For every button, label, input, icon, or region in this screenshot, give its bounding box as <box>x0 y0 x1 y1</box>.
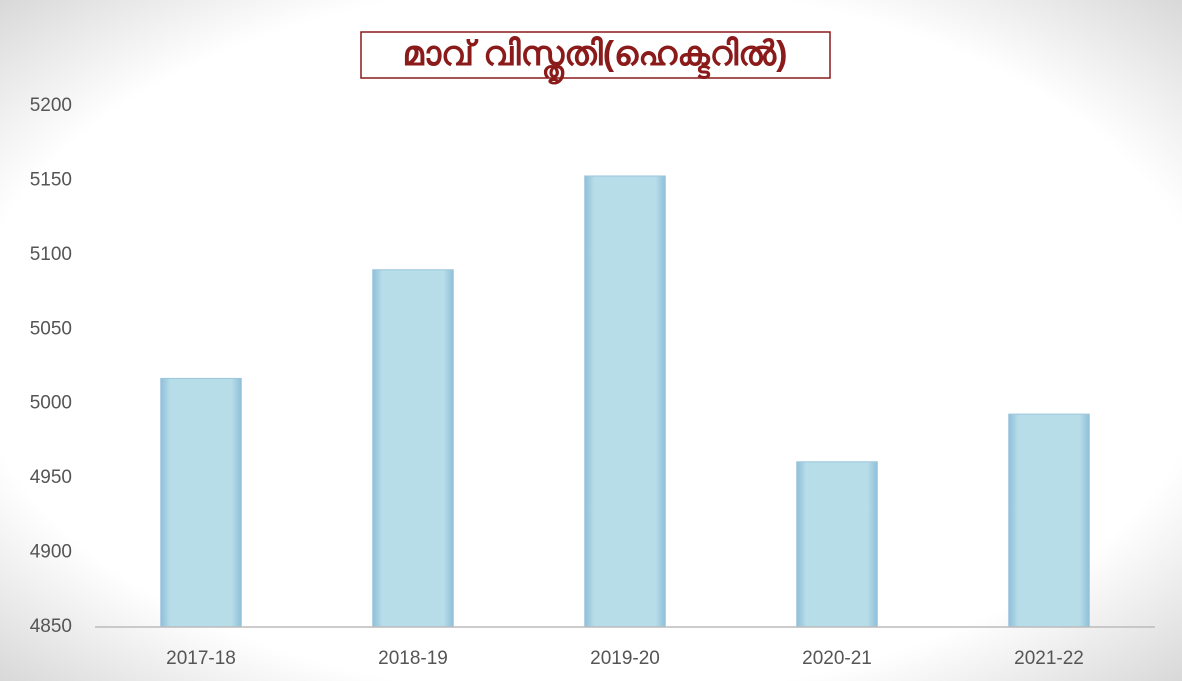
y-tick-label: 5150 <box>30 169 72 190</box>
bar <box>584 175 666 628</box>
y-tick-label: 4850 <box>30 616 72 637</box>
y-tick-label: 4900 <box>30 542 72 563</box>
y-tick-label: 5050 <box>30 318 72 339</box>
y-tick-label: 5000 <box>30 393 72 414</box>
x-tick-label: 2018-19 <box>378 648 448 669</box>
y-tick-label: 5200 <box>30 95 72 116</box>
bar <box>1008 413 1090 628</box>
y-tick-label: 4950 <box>30 467 72 488</box>
x-tick-label: 2017-18 <box>166 648 236 669</box>
title-box <box>360 31 831 79</box>
bar <box>372 269 454 628</box>
bar <box>796 461 878 628</box>
x-tick-label: 2020-21 <box>802 648 872 669</box>
x-tick-label: 2021-22 <box>1014 648 1084 669</box>
bar <box>160 377 242 628</box>
x-tick-label: 2019-20 <box>590 648 660 669</box>
y-tick-label: 5100 <box>30 244 72 265</box>
